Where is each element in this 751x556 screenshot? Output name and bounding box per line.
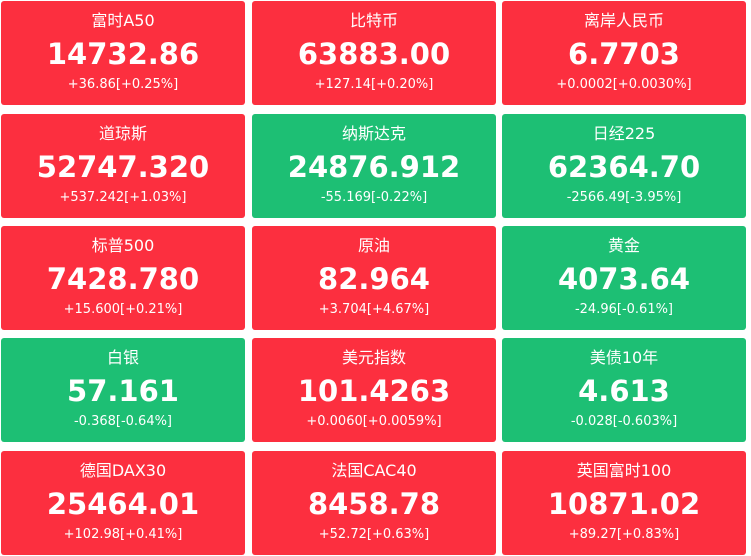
quote-tile[interactable]: 法国CAC40 8458.78 +52.72[+0.63%] [252, 451, 496, 555]
quote-tile[interactable]: 日经225 62364.70 -2566.49[-3.95%] [502, 114, 746, 218]
quote-name: 德国DAX30 [79, 461, 167, 480]
quote-price: 4073.64 [557, 262, 691, 296]
quote-name: 白银 [106, 348, 139, 367]
quote-name: 日经225 [592, 124, 656, 143]
quote-price: 57.161 [67, 374, 179, 408]
quote-change: +0.0002[+0.0030%] [556, 77, 692, 92]
quote-tile[interactable]: 美债10年 4.613 -0.028[-0.603%] [502, 338, 746, 442]
quote-change: -24.96[-0.61%] [574, 302, 674, 317]
quote-name: 英国富时100 [576, 461, 672, 480]
quote-tile[interactable]: 白银 57.161 -0.368[-0.64%] [1, 338, 245, 442]
quote-price: 52747.320 [36, 150, 210, 184]
quote-change: +52.72[+0.63%] [318, 527, 430, 542]
quote-tile[interactable]: 美元指数 101.4263 +0.0060[+0.0059%] [252, 338, 496, 442]
quote-tile[interactable]: 比特币 63883.00 +127.14[+0.20%] [252, 1, 496, 105]
quote-name: 美元指数 [341, 348, 406, 367]
quote-change: +0.0060[+0.0059%] [306, 414, 442, 429]
quote-name: 离岸人民币 [583, 11, 664, 30]
quote-change: -0.028[-0.603%] [570, 414, 678, 429]
quote-change: +537.242[+1.03%] [59, 190, 187, 205]
quote-price: 63883.00 [297, 37, 451, 71]
quote-price: 6.7703 [568, 37, 680, 71]
quote-tile[interactable]: 富时A50 14732.86 +36.86[+0.25%] [1, 1, 245, 105]
quote-change: -55.169[-0.22%] [320, 190, 428, 205]
quote-name: 黄金 [607, 236, 640, 255]
quote-price: 82.964 [318, 262, 430, 296]
quote-name: 道琼斯 [98, 124, 147, 143]
quote-tile[interactable]: 原油 82.964 +3.704[+4.67%] [252, 226, 496, 330]
quote-price: 4.613 [578, 374, 670, 408]
quote-price: 14732.86 [46, 37, 200, 71]
quote-name: 美债10年 [589, 348, 659, 367]
quote-name: 纳斯达克 [341, 124, 406, 143]
quote-name: 富时A50 [91, 11, 155, 30]
quote-price: 8458.78 [307, 487, 441, 521]
quote-name: 标普500 [91, 236, 155, 255]
quote-change: +102.98[+0.41%] [63, 527, 183, 542]
quote-price: 7428.780 [46, 262, 200, 296]
quote-name: 比特币 [349, 11, 398, 30]
quote-tile[interactable]: 纳斯达克 24876.912 -55.169[-0.22%] [252, 114, 496, 218]
quote-price: 25464.01 [46, 487, 200, 521]
quote-tile[interactable]: 英国富时100 10871.02 +89.27[+0.83%] [502, 451, 746, 555]
quote-tile[interactable]: 离岸人民币 6.7703 +0.0002[+0.0030%] [502, 1, 746, 105]
quote-name: 原油 [357, 236, 390, 255]
quote-change: +15.600[+0.21%] [63, 302, 183, 317]
quote-price: 62364.70 [547, 150, 701, 184]
quote-tile[interactable]: 德国DAX30 25464.01 +102.98[+0.41%] [1, 451, 245, 555]
quote-change: -2566.49[-3.95%] [566, 190, 682, 205]
quote-tile[interactable]: 标普500 7428.780 +15.600[+0.21%] [1, 226, 245, 330]
quote-change: +3.704[+4.67%] [318, 302, 430, 317]
quote-change: +127.14[+0.20%] [314, 77, 434, 92]
quote-tile[interactable]: 黄金 4073.64 -24.96[-0.61%] [502, 226, 746, 330]
quote-change: -0.368[-0.64%] [73, 414, 173, 429]
quote-price: 10871.02 [547, 487, 701, 521]
quote-price: 24876.912 [287, 150, 461, 184]
quote-change: +36.86[+0.25%] [67, 77, 179, 92]
quote-price: 101.4263 [297, 374, 451, 408]
quote-change: +89.27[+0.83%] [568, 527, 680, 542]
quote-tile[interactable]: 道琼斯 52747.320 +537.242[+1.03%] [1, 114, 245, 218]
quote-name: 法国CAC40 [331, 461, 417, 480]
